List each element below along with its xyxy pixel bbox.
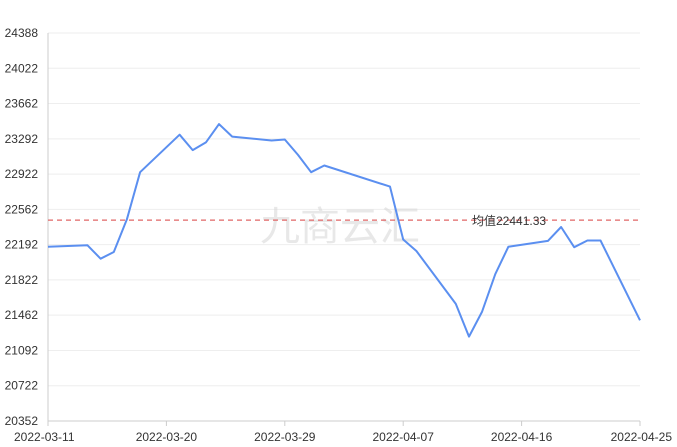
grid-lines (48, 32, 640, 387)
y-tick-label: 21462 (5, 308, 39, 322)
x-axis-tick-labels: 2022-03-11 2022-03-20 2022-03-29 2022-04-07… (14, 430, 672, 444)
y-tick-label: 21822 (5, 273, 39, 287)
axes (47, 33, 641, 426)
y-tick-label: 22192 (5, 238, 39, 252)
x-tick-label: 2022-03-20 (136, 430, 198, 444)
x-tick-label: 2022-04-16 (491, 430, 553, 444)
y-tick-label: 20722 (5, 379, 39, 393)
y-tick-label: 20352 (5, 414, 39, 428)
series-line (47, 123, 641, 338)
y-tick-label: 22562 (5, 202, 39, 216)
y-axis-tick-labels: 24388 24022 23662 23292 22922 22562 22192 21822… (5, 26, 39, 428)
x-tick-label: 2022-04-25 (611, 430, 673, 444)
y-tick-label: 22922 (5, 167, 39, 181)
y-tick-label: 23662 (5, 97, 39, 111)
y-tick-label: 21092 (5, 343, 39, 357)
mean-label: 均值22441.33 (472, 213, 546, 228)
x-tick-label: 2022-03-29 (254, 430, 316, 444)
x-tick-label: 2022-03-11 (14, 430, 75, 444)
y-tick-label: 24388 (5, 26, 39, 40)
y-tick-label: 23292 (5, 132, 39, 146)
x-tick-label: 2022-04-07 (373, 430, 435, 444)
series-layer (47, 123, 641, 338)
watermark-text: 九商云汇 (260, 204, 420, 250)
y-tick-label: 24022 (5, 61, 39, 75)
